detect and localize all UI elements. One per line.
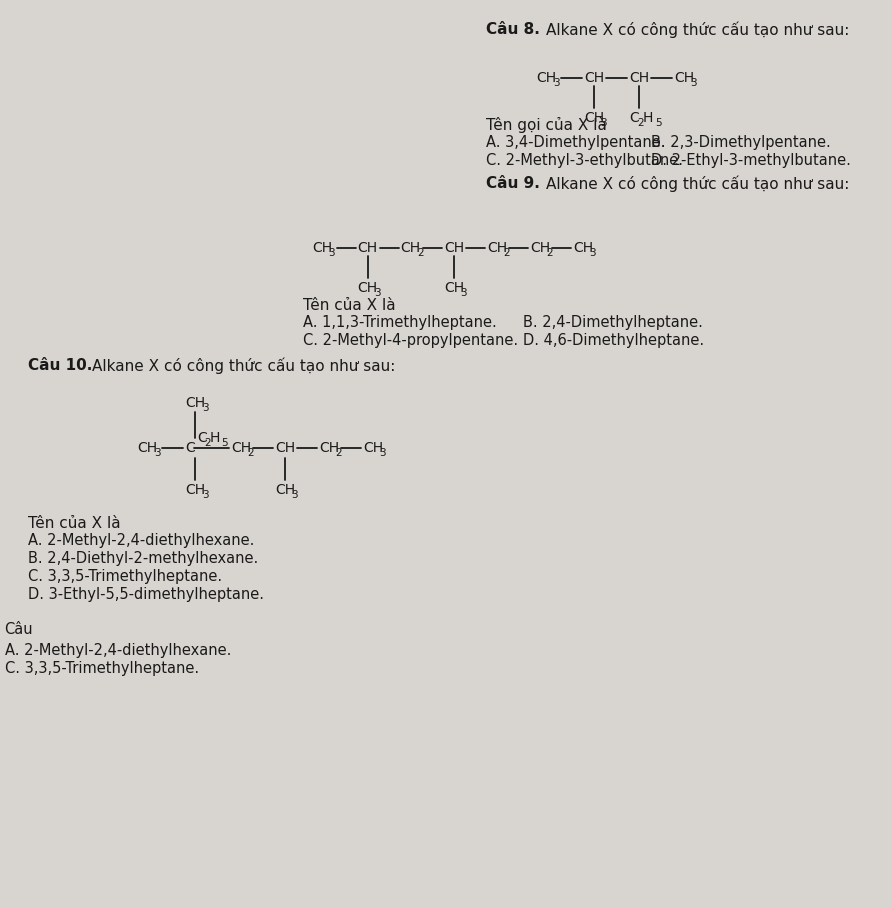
Text: 3: 3 [328,248,335,258]
Text: 2: 2 [417,248,424,258]
Text: CH: CH [231,441,251,455]
Text: B. 2,4-Dimethylheptane.: B. 2,4-Dimethylheptane. [523,315,702,331]
Text: D. 4,6-Dimethylheptane.: D. 4,6-Dimethylheptane. [523,333,704,349]
Text: 3: 3 [590,248,596,258]
Text: B. 2,4-Diethyl-2-methylhexane.: B. 2,4-Diethyl-2-methylhexane. [28,551,257,567]
Text: CH: CH [364,441,383,455]
Text: 2: 2 [336,448,342,458]
Text: 3: 3 [291,490,298,500]
Text: CH: CH [319,441,339,455]
Text: CH: CH [312,241,331,255]
Text: CH: CH [444,281,464,295]
Text: C. 3,3,5-Trimethylheptane.: C. 3,3,5-Trimethylheptane. [28,569,222,585]
Text: A. 2-Methyl-2,4-diethylhexane.: A. 2-Methyl-2,4-diethylhexane. [28,534,254,548]
Text: Câu 9.: Câu 9. [486,176,540,192]
Text: CH: CH [185,483,205,497]
Text: CH: CH [357,281,378,295]
Text: Alkane X có công thức cấu tạo như sau:: Alkane X có công thức cấu tạo như sau: [92,358,395,374]
Text: 5: 5 [221,438,227,448]
Text: 3: 3 [691,78,697,88]
Text: D. 3-Ethyl-5,5-dimethylheptane.: D. 3-Ethyl-5,5-dimethylheptane. [28,587,264,603]
Text: 3: 3 [553,78,560,88]
Text: 3: 3 [201,403,208,413]
Text: H: H [210,431,220,445]
Text: 3: 3 [461,288,467,298]
Text: D. 2-Ethyl-3-methylbutane.: D. 2-Ethyl-3-methylbutane. [651,153,851,169]
Text: C: C [197,431,207,445]
Text: H: H [642,111,653,125]
Text: Câu 8.: Câu 8. [486,23,540,37]
Text: CH: CH [185,396,205,410]
Text: CH: CH [674,71,694,85]
Text: 3: 3 [154,448,160,458]
Text: C. 2-Methyl-4-propylpentane.: C. 2-Methyl-4-propylpentane. [303,333,518,349]
Text: Câu: Câu [4,623,33,637]
Text: C: C [629,111,639,125]
Text: CH: CH [137,441,158,455]
Text: 5: 5 [656,118,662,128]
Text: CH: CH [275,483,295,497]
Text: Tên của X là: Tên của X là [303,298,396,312]
Text: 3: 3 [380,448,387,458]
Text: CH: CH [584,71,604,85]
Text: CH: CH [573,241,593,255]
Text: 2: 2 [503,248,510,258]
Text: CH: CH [536,71,557,85]
Text: 2: 2 [205,438,211,448]
Text: C. 2-Methyl-3-ethylbutane.: C. 2-Methyl-3-ethylbutane. [486,153,683,169]
Text: A. 2-Methyl-2,4-diethylhexane.: A. 2-Methyl-2,4-diethylhexane. [4,643,231,657]
Text: Alkane X có công thức cấu tạo như sau:: Alkane X có công thức cấu tạo như sau: [545,22,849,38]
Text: A. 3,4-Dimethylpentane.: A. 3,4-Dimethylpentane. [486,135,666,151]
Text: 3: 3 [201,490,208,500]
Text: CH: CH [401,241,421,255]
Text: B. 2,3-Dimethylpentane.: B. 2,3-Dimethylpentane. [651,135,830,151]
Text: CH: CH [275,441,295,455]
Text: C. 3,3,5-Trimethylheptane.: C. 3,3,5-Trimethylheptane. [4,660,199,676]
Text: CH: CH [629,71,650,85]
Text: Tên gọi của X là: Tên gọi của X là [486,117,607,133]
Text: 3: 3 [601,118,608,128]
Text: 2: 2 [248,448,254,458]
Text: CH: CH [486,241,507,255]
Text: Tên của X là: Tên của X là [28,516,120,530]
Text: Alkane X có công thức cấu tạo như sau:: Alkane X có công thức cấu tạo như sau: [545,176,849,192]
Text: CH: CH [584,111,604,125]
Text: 2: 2 [546,248,553,258]
Text: 2: 2 [637,118,644,128]
Text: CH: CH [444,241,464,255]
Text: Câu 10.: Câu 10. [28,359,92,373]
Text: 3: 3 [374,288,380,298]
Text: C: C [185,441,195,455]
Text: CH: CH [357,241,378,255]
Text: A. 1,1,3-Trimethylheptane.: A. 1,1,3-Trimethylheptane. [303,315,496,331]
Text: CH: CH [530,241,550,255]
